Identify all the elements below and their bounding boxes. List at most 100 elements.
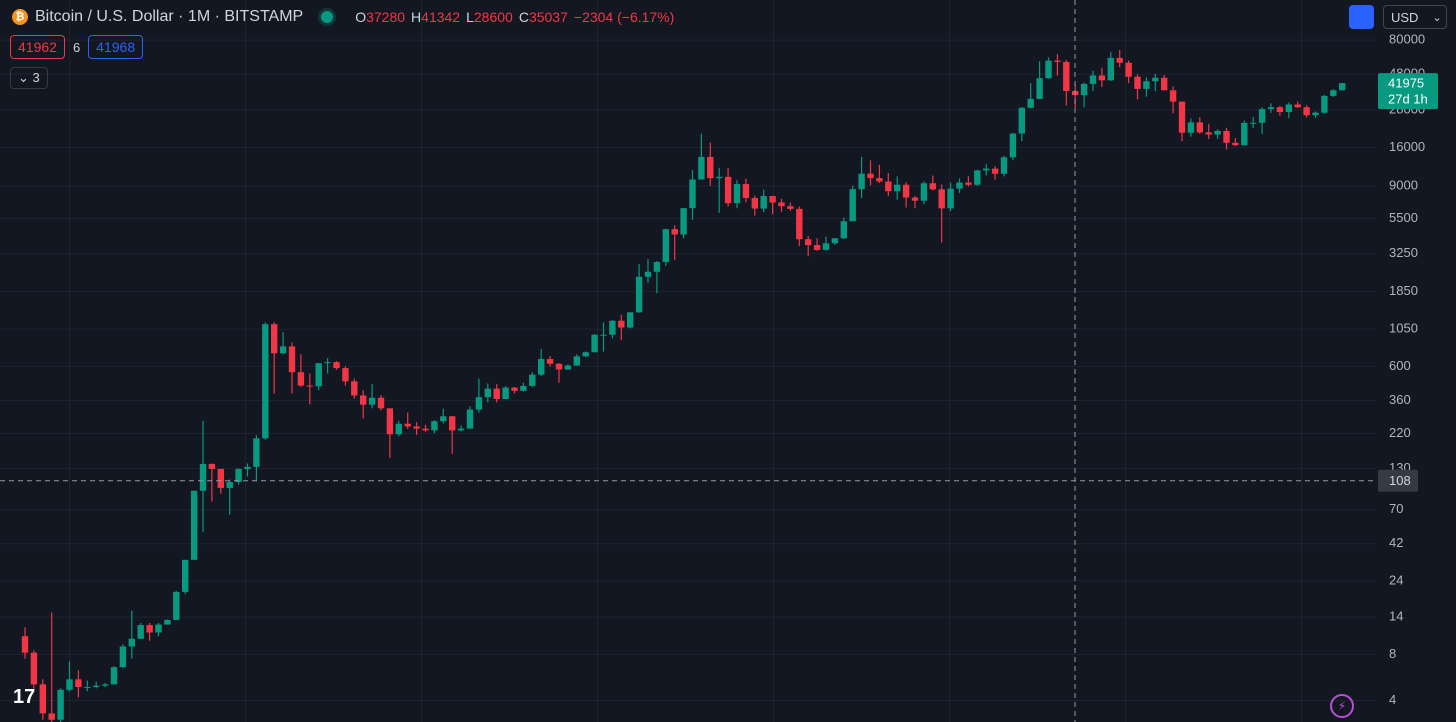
crosshair-label-bg [1378, 469, 1418, 492]
y-tick-label: 42 [1389, 535, 1403, 550]
close-label: C [518, 9, 529, 25]
candle-body [1027, 98, 1034, 108]
candle-body [93, 685, 100, 688]
candle-body [858, 173, 865, 190]
candle-body [822, 243, 830, 250]
open-label: O [355, 9, 367, 25]
candle-body [235, 468, 242, 483]
candle-body [1214, 130, 1221, 135]
crosshair-label: 108 [1389, 473, 1411, 488]
candle-body [413, 426, 420, 429]
tv-logo[interactable]: 17 [13, 686, 36, 708]
candle-body [1312, 112, 1319, 116]
candle-body [1232, 142, 1239, 146]
candle-body [1089, 75, 1097, 84]
candle-body [315, 363, 322, 387]
candle-body [1321, 95, 1328, 113]
candle-body [778, 202, 785, 207]
candle-body [39, 684, 46, 714]
candle-body [1339, 83, 1346, 91]
currency-select[interactable]: USD ⌄ [1383, 5, 1447, 29]
candle-body [368, 397, 376, 405]
candle-body [431, 421, 438, 431]
market-status[interactable] [321, 11, 334, 23]
candle-body [680, 208, 687, 235]
candle-body [1125, 62, 1132, 77]
candle-body [208, 463, 216, 469]
symbol[interactable]: Bitcoin / U.S. Dollar · 1M · BITSTAMP [35, 8, 304, 25]
candle-body [662, 229, 669, 263]
candle-body [173, 591, 180, 620]
candle-body [1178, 101, 1186, 133]
y-tick-label: 14 [1389, 608, 1403, 623]
candle-body [101, 684, 109, 686]
candle-body [573, 356, 580, 366]
candle-body [885, 181, 892, 192]
candle-body [1098, 75, 1106, 81]
candle-body [377, 397, 385, 409]
y-tick-label: 360 [1389, 392, 1411, 407]
candle-body [475, 397, 483, 410]
candle-body [591, 334, 598, 353]
candle-body [618, 320, 625, 328]
y-tick-label: 600 [1389, 358, 1411, 373]
candle-body [983, 168, 990, 171]
buy-button[interactable]: 41968 [88, 35, 144, 59]
candle-body [1107, 57, 1114, 81]
candle-body [288, 346, 296, 373]
candle-body [902, 184, 910, 198]
candle-body [324, 362, 331, 364]
last-price-bg [1378, 73, 1438, 110]
candle-body [253, 438, 260, 467]
candle-body [689, 179, 696, 209]
candle-body [849, 189, 856, 222]
candle-body [137, 625, 144, 639]
candle-body [66, 679, 73, 690]
candle-body [991, 168, 999, 174]
candle-body [965, 182, 972, 185]
y-tick-label: 70 [1389, 501, 1403, 516]
candle-body [306, 385, 313, 387]
candle-body [1294, 104, 1301, 108]
lightning-button[interactable]: ⚡ [1330, 694, 1354, 718]
candle-body [787, 206, 794, 209]
candle-body [724, 176, 732, 204]
candle-body [867, 173, 874, 179]
trade-buttons: 41962 6 41968 [10, 35, 144, 59]
sell-button[interactable]: 41962 [10, 35, 65, 59]
candle-body [805, 239, 812, 246]
candle-body [30, 652, 38, 685]
indicator-toggle[interactable]: ⌄ 3 [10, 67, 48, 89]
y-tick-label: 4 [1389, 692, 1396, 707]
candle-body [840, 221, 847, 239]
candle-body [48, 713, 55, 720]
y-tick-label: 3250 [1389, 245, 1418, 260]
candle-body [297, 372, 305, 386]
compare-button[interactable] [1349, 5, 1374, 29]
candle-body [351, 381, 358, 396]
candle-body [244, 466, 251, 469]
candle-body [555, 363, 563, 370]
candle-body [484, 388, 491, 398]
candle-body [600, 334, 607, 336]
y-tick-label: 220 [1389, 425, 1411, 440]
y-tick-label: 9000 [1389, 177, 1418, 192]
candle-body [57, 689, 64, 720]
candle-body [813, 245, 821, 250]
candle-body [422, 428, 429, 431]
countdown: 27d 1h [1388, 92, 1428, 107]
candle-body [609, 320, 616, 335]
high-value: 41342 [421, 9, 461, 25]
candle-body [876, 178, 883, 182]
candle-body [449, 416, 456, 431]
candle-body [1161, 77, 1168, 91]
candle-body [1054, 60, 1061, 62]
candle-body [404, 423, 411, 427]
candle-body [956, 182, 963, 189]
candle-body [911, 197, 919, 201]
candle-body [1063, 61, 1070, 92]
candle-body [217, 468, 224, 488]
candle-body [1152, 77, 1159, 82]
candle-body [1330, 90, 1337, 96]
